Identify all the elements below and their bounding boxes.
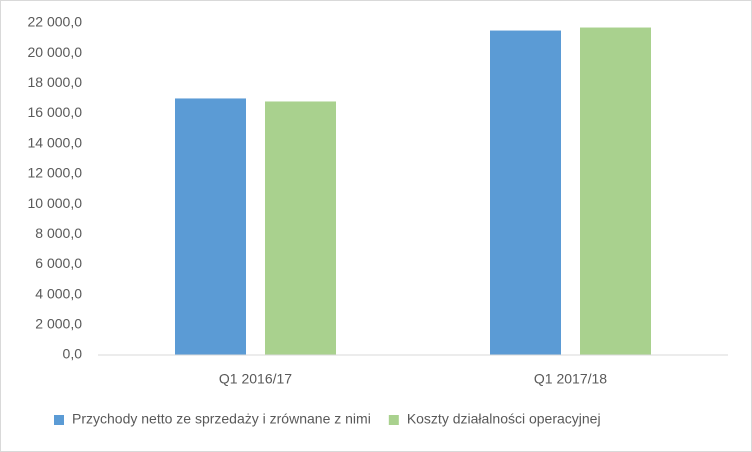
- y-tick-label: 22 000,0: [28, 14, 83, 30]
- y-tick-label: 18 000,0: [28, 74, 83, 90]
- legend-label: Przychody netto ze sprzedaży i zrównane …: [72, 411, 371, 427]
- x-tick-label: Q1 2016/17: [219, 371, 292, 387]
- y-tick-label: 20 000,0: [28, 44, 83, 60]
- legend-swatch: [54, 415, 64, 425]
- y-tick-label: 4 000,0: [35, 285, 82, 301]
- y-tick-label: 10 000,0: [28, 195, 83, 211]
- bar: [175, 98, 246, 356]
- y-tick-label: 8 000,0: [35, 225, 82, 241]
- y-tick-label: 2 000,0: [35, 316, 82, 332]
- legend-label: Koszty działalności operacyjnej: [407, 411, 601, 427]
- y-tick-label: 0,0: [63, 346, 83, 362]
- y-tick-label: 16 000,0: [28, 104, 83, 120]
- bar: [580, 27, 651, 355]
- bar: [490, 30, 561, 356]
- bar: [265, 101, 336, 356]
- y-tick-label: 14 000,0: [28, 134, 83, 150]
- y-tick-label: 6 000,0: [35, 255, 82, 271]
- legend-swatch: [388, 415, 399, 425]
- x-tick-label: Q1 2017/18: [534, 371, 607, 387]
- y-tick-label: 12 000,0: [28, 165, 83, 181]
